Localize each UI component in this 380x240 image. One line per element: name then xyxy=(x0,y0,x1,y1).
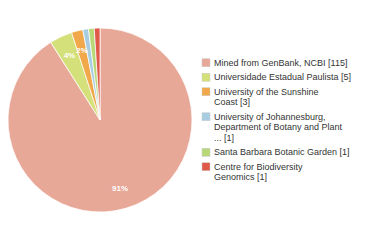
legend-swatch xyxy=(202,113,210,121)
legend-item: Santa Barbara Botanic Garden [1] xyxy=(202,147,350,157)
legend-label: Santa Barbara Botanic Garden [1] xyxy=(214,147,350,157)
legend-item: University of the SunshineCoast [3] xyxy=(202,87,319,108)
legend-swatch xyxy=(202,163,210,171)
legend-swatch xyxy=(202,88,210,96)
legend-item: Mined from GenBank, NCBI [115] xyxy=(202,58,347,68)
pie-slice xyxy=(8,28,192,212)
pie-slice xyxy=(88,28,100,120)
pie-slice xyxy=(94,28,100,120)
legend-swatch xyxy=(202,59,210,67)
legend-swatch xyxy=(202,148,210,156)
legend-label: Mined from GenBank, NCBI [115] xyxy=(214,58,347,68)
chart: 91% 4%2% Mined from GenBank, NCBI [115] Uni… xyxy=(0,0,380,240)
legend-label: Universidade Estadual Paulista [5] xyxy=(214,72,351,82)
legend-swatch xyxy=(202,73,210,81)
pie: 91% 4%2% xyxy=(8,28,192,212)
slice-label: 91% xyxy=(112,184,128,193)
legend-item: Centre for BiodiversityGenomics [1] xyxy=(202,162,303,183)
legend-item: Universidade Estadual Paulista [5] xyxy=(202,72,351,82)
legend-label: University of the SunshineCoast [3] xyxy=(214,87,319,108)
legend-label: University of Johannesburg,Department of… xyxy=(214,112,343,143)
legend: Mined from GenBank, NCBI [115] Universida… xyxy=(202,58,351,183)
slice-label: 2% xyxy=(76,46,88,55)
legend-item: University of Johannesburg,Department of… xyxy=(202,112,343,143)
slice-label: 4% xyxy=(64,51,76,60)
pie-slice xyxy=(83,29,100,120)
legend-label: Centre for BiodiversityGenomics [1] xyxy=(214,162,303,183)
